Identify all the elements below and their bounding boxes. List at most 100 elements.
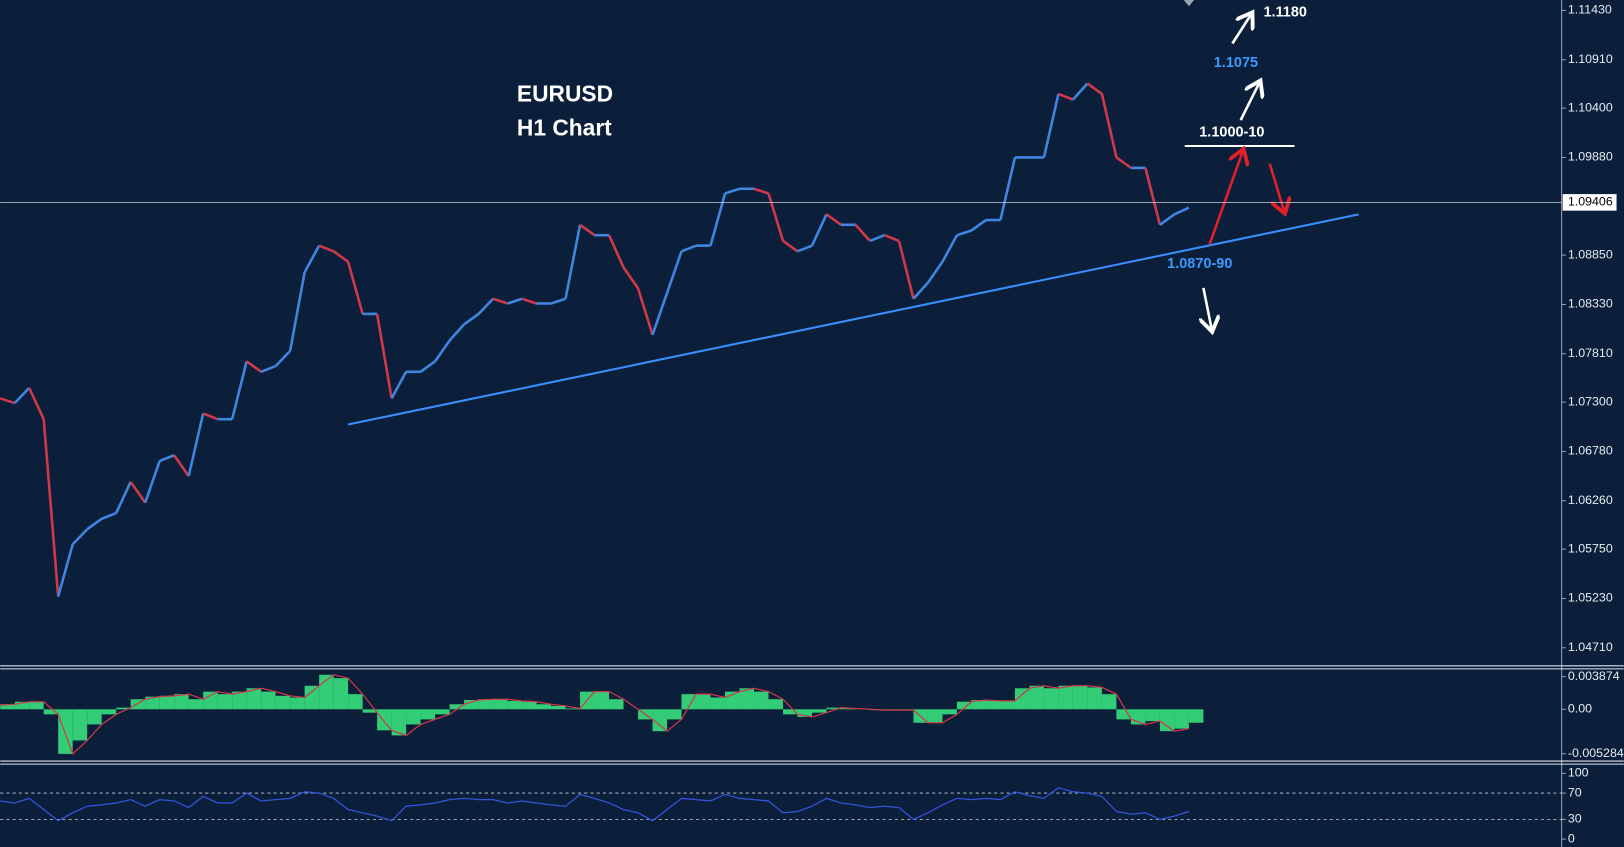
price-segment bbox=[28, 387, 45, 420]
histogram-bar bbox=[1072, 685, 1088, 710]
histogram-bar bbox=[783, 709, 798, 715]
price-segment bbox=[681, 244, 697, 253]
histogram-bar bbox=[826, 707, 841, 710]
price-segment bbox=[187, 413, 205, 477]
price-segment bbox=[636, 287, 654, 336]
y-tick-label: 0.00 bbox=[1568, 702, 1592, 716]
price-segment bbox=[999, 157, 1017, 221]
price-segment bbox=[1144, 167, 1162, 226]
histogram-bar bbox=[812, 709, 827, 713]
price-segment bbox=[897, 240, 915, 300]
current-price-label: 1.09406 bbox=[1568, 195, 1613, 209]
histogram-bar bbox=[1087, 687, 1102, 710]
histogram-bar bbox=[188, 699, 204, 710]
histogram-bar bbox=[159, 695, 175, 710]
histogram-bar bbox=[696, 694, 711, 710]
price-segment bbox=[912, 281, 929, 300]
histogram-bar bbox=[304, 685, 320, 710]
price-segment bbox=[869, 234, 885, 243]
y-tick-label: 100 bbox=[1568, 766, 1589, 780]
price-segment bbox=[390, 371, 408, 399]
chart-subtitle: H1 Chart bbox=[517, 114, 612, 140]
histogram-bar bbox=[754, 691, 769, 710]
histogram-bar bbox=[1101, 694, 1117, 710]
histogram-bar bbox=[464, 700, 479, 710]
y-tick-label: 1.10400 bbox=[1568, 100, 1613, 114]
histogram-bar bbox=[232, 691, 247, 710]
price-segment bbox=[970, 218, 987, 232]
price-segment bbox=[303, 245, 321, 273]
histogram-bar bbox=[522, 701, 537, 710]
price-segment bbox=[854, 223, 871, 242]
histogram-bar bbox=[797, 709, 812, 717]
histogram-bar bbox=[565, 708, 581, 710]
price-segment bbox=[651, 292, 669, 336]
price-segment bbox=[825, 213, 842, 226]
price-segment bbox=[884, 234, 900, 243]
histogram-bar bbox=[406, 709, 421, 725]
histogram-bar bbox=[1174, 709, 1189, 729]
marker bbox=[1183, 0, 1195, 7]
price-segment bbox=[288, 271, 306, 352]
histogram-bar bbox=[217, 694, 233, 710]
histogram-bar bbox=[174, 694, 189, 710]
price-segment bbox=[230, 361, 248, 420]
histogram-bar bbox=[1145, 709, 1160, 722]
histogram-bar bbox=[145, 696, 160, 710]
histogram-bar bbox=[840, 708, 856, 710]
y-tick-label: 1.08330 bbox=[1568, 297, 1613, 311]
price-segment bbox=[797, 244, 813, 253]
histogram-bar bbox=[261, 691, 276, 710]
y-tick-label: 1.07300 bbox=[1568, 394, 1613, 408]
price-segment bbox=[810, 213, 828, 247]
histogram-bar bbox=[391, 709, 407, 736]
histogram-bar bbox=[275, 695, 291, 710]
annotation: 1.0870-90 bbox=[1167, 256, 1232, 272]
histogram-bar bbox=[101, 709, 117, 715]
histogram-bar bbox=[551, 705, 566, 710]
price-segment bbox=[86, 517, 103, 531]
y-tick-label: 1.10910 bbox=[1568, 52, 1613, 66]
histogram-bar bbox=[971, 700, 986, 710]
price-segment bbox=[42, 419, 60, 597]
current-price-box bbox=[1562, 194, 1617, 211]
price-segment bbox=[1115, 156, 1132, 169]
histogram-bar bbox=[14, 701, 30, 710]
histogram-bar bbox=[478, 699, 494, 710]
y-tick-label: 1.09880 bbox=[1568, 150, 1613, 164]
histogram-bar bbox=[435, 709, 450, 715]
histogram-bar bbox=[1029, 685, 1044, 710]
price-segment bbox=[129, 481, 147, 504]
trendline bbox=[347, 213, 1359, 426]
price-segment bbox=[143, 460, 161, 504]
histogram-bar bbox=[1000, 700, 1015, 710]
histogram-bar bbox=[507, 700, 523, 710]
histogram-bar bbox=[985, 700, 1001, 710]
histogram-bar bbox=[609, 699, 624, 710]
histogram-bar bbox=[536, 704, 552, 710]
price-segment bbox=[13, 387, 31, 404]
annotation: 1.1075 bbox=[1214, 55, 1258, 71]
histogram-bar bbox=[116, 707, 131, 710]
price-segment bbox=[56, 544, 74, 597]
y-tick-label: 1.05230 bbox=[1568, 591, 1613, 605]
histogram-bar bbox=[0, 704, 15, 710]
y-tick-label: 30 bbox=[1568, 812, 1582, 826]
histogram-bar bbox=[246, 688, 262, 710]
histogram-bar bbox=[420, 709, 436, 720]
y-tick-label: 0 bbox=[1568, 831, 1575, 845]
price-segment bbox=[245, 360, 262, 373]
histogram-bar bbox=[768, 699, 784, 710]
price-segment bbox=[564, 224, 582, 300]
histogram-bar bbox=[203, 691, 218, 710]
histogram-bar bbox=[942, 709, 957, 715]
price-segment bbox=[71, 528, 89, 546]
y-tick-label: 1.06780 bbox=[1568, 444, 1613, 458]
price-segment bbox=[926, 261, 944, 284]
histogram-bar bbox=[739, 688, 755, 710]
price-segment bbox=[260, 364, 277, 373]
arrows bbox=[1203, 14, 1284, 329]
price-segment bbox=[419, 360, 436, 373]
annotation: 1.1000-10 bbox=[1199, 124, 1264, 140]
